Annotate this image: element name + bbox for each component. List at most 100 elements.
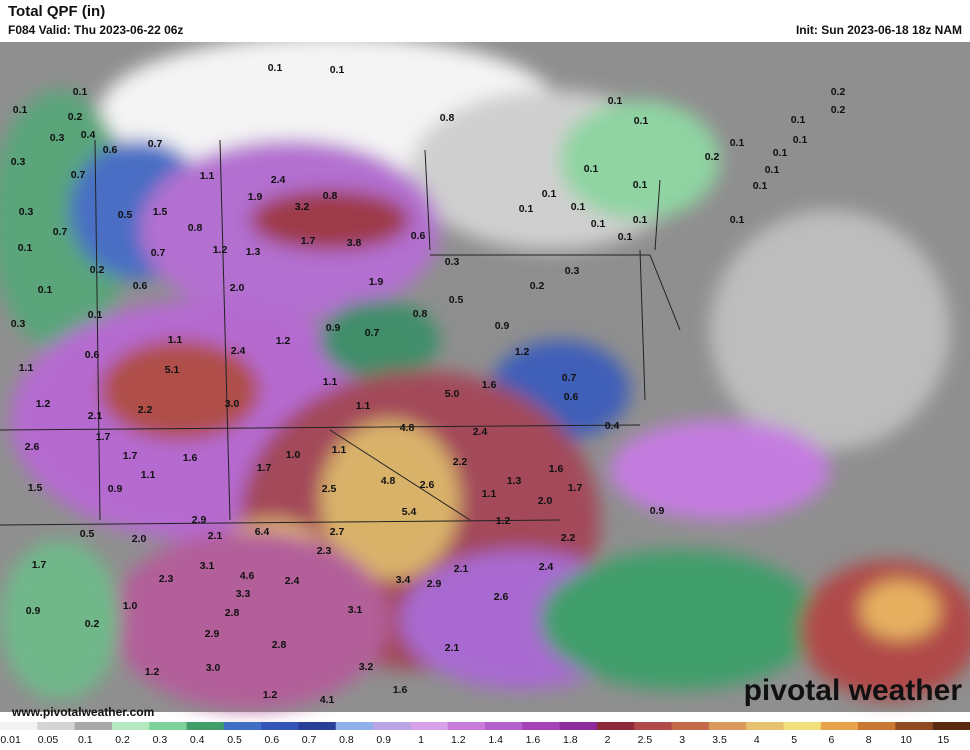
colorbar-tick: 15	[938, 734, 950, 746]
colorbar-swatch	[37, 722, 76, 730]
precip-label: 3.0	[206, 662, 221, 674]
precip-label: 1.2	[496, 515, 511, 527]
precip-label: 0.8	[188, 222, 203, 234]
precip-label: 3.1	[348, 604, 363, 616]
precip-label: 4.1	[320, 694, 335, 706]
precip-label: 0.1	[730, 137, 745, 149]
precip-label: 1.9	[369, 276, 384, 288]
precip-label: 2.1	[88, 410, 103, 422]
precip-label: 1.7	[568, 482, 583, 494]
precip-label: 0.8	[413, 308, 428, 320]
precip-label: 1.2	[263, 689, 278, 701]
precip-label: 1.6	[183, 452, 198, 464]
precip-label: 3.0	[225, 398, 240, 410]
precip-label: 0.1	[13, 104, 28, 116]
precip-label: 0.3	[11, 318, 26, 330]
precip-label: 2.8	[272, 639, 287, 651]
precip-label: 1.0	[123, 600, 138, 612]
precip-label: 2.3	[159, 573, 174, 585]
colorbar-tick: 1.6	[526, 734, 541, 746]
colorbar-tick: 0.8	[339, 734, 354, 746]
precip-label: 1.6	[482, 379, 497, 391]
colorbar-swatch	[410, 722, 449, 730]
precip-label: 2.0	[538, 495, 553, 507]
precip-label: 0.6	[133, 280, 148, 292]
precip-label: 2.7	[330, 526, 345, 538]
precip-label: 0.1	[88, 309, 103, 321]
colorbar-tick: 4	[754, 734, 760, 746]
precip-label: 1.6	[393, 684, 408, 696]
colorbar-swatch	[522, 722, 561, 730]
precip-label: 0.3	[50, 132, 65, 144]
colorbar-swatch	[932, 722, 970, 730]
colorbar-swatch	[820, 722, 859, 730]
precip-label: 0.6	[103, 144, 118, 156]
precip-label: 0.4	[81, 129, 96, 141]
precip-label: 0.3	[19, 206, 34, 218]
colorbar-swatch	[298, 722, 337, 730]
precip-label: 1.1	[356, 400, 371, 412]
valid-time: F084 Valid: Thu 2023-06-22 06z	[8, 23, 183, 37]
precip-label: 0.6	[411, 230, 426, 242]
colorbar-swatch	[708, 722, 747, 730]
colorbar-swatch	[223, 722, 262, 730]
colorbar-swatch	[335, 722, 374, 730]
precip-label: 2.1	[208, 530, 223, 542]
precip-label: 2.8	[225, 607, 240, 619]
colorbar-swatch	[0, 722, 38, 730]
colorbar-tick: 1.4	[488, 734, 503, 746]
logo: pivotal weather	[744, 674, 963, 707]
precip-label: 4.8	[381, 475, 396, 487]
precip-label: 0.7	[53, 226, 68, 238]
colorbar-swatch	[447, 722, 486, 730]
precip-field	[0, 35, 970, 710]
colorbar-tick: 3	[679, 734, 685, 746]
precip-label: 0.2	[530, 280, 545, 292]
precip-label: 2.4	[473, 426, 488, 438]
precip-label: 1.1	[168, 334, 183, 346]
precip-label: 0.1	[634, 115, 649, 127]
precip-label: 2.6	[494, 591, 509, 603]
precip-label: 0.2	[831, 104, 846, 116]
precip-label: 1.2	[36, 398, 51, 410]
colorbar-tick: 0.7	[302, 734, 317, 746]
precip-label: 1.7	[257, 462, 272, 474]
precip-label: 0.2	[68, 111, 83, 123]
colorbar-swatch	[783, 722, 822, 730]
precip-label: 0.1	[730, 214, 745, 226]
precip-label: 0.7	[148, 138, 163, 150]
precip-label: 0.2	[85, 618, 100, 630]
precip-label: 2.1	[454, 563, 469, 575]
precip-label: 1.5	[153, 206, 168, 218]
precip-label: 4.8	[400, 422, 415, 434]
precip-label: 1.1	[482, 488, 497, 500]
precip-label: 0.7	[151, 247, 166, 259]
precip-label: 2.4	[231, 345, 246, 357]
precip-label: 3.8	[347, 237, 362, 249]
precip-label: 0.8	[323, 190, 338, 202]
precip-label: 1.7	[96, 431, 111, 443]
precip-label: 0.3	[11, 156, 26, 168]
precip-label: 6.4	[255, 526, 270, 538]
precip-label: 1.5	[28, 482, 43, 494]
colorbar-tick: 1.8	[563, 734, 578, 746]
precip-label: 2.2	[138, 404, 153, 416]
colorbar-tick: 1.2	[451, 734, 466, 746]
precip-label: 5.4	[402, 506, 417, 518]
precip-label: 0.2	[831, 86, 846, 98]
precip-label: 3.2	[295, 201, 310, 213]
precip-label: 3.2	[359, 661, 374, 673]
colorbar-swatch	[373, 722, 411, 730]
precip-label: 2.3	[317, 545, 332, 557]
precip-label: 5.0	[445, 388, 460, 400]
precip-label: 0.2	[90, 264, 105, 276]
precip-label: 0.1	[608, 95, 623, 107]
precip-label: 0.1	[38, 284, 53, 296]
precip-label: 1.1	[141, 469, 156, 481]
colorbar-tick: 0.05	[38, 734, 59, 746]
colorbar-tick: 5	[791, 734, 797, 746]
precip-label: 0.1	[268, 62, 283, 74]
precip-label: 1.1	[200, 170, 215, 182]
colorbar-swatch	[485, 722, 523, 730]
